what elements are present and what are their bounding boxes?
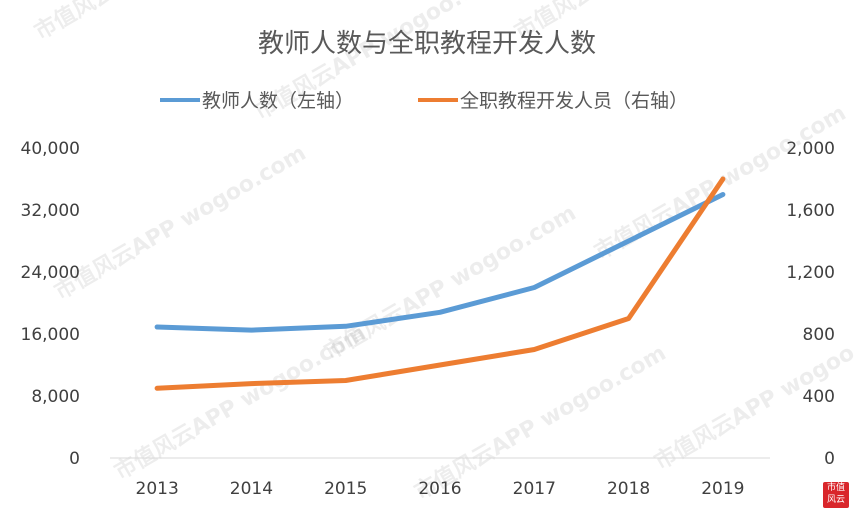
- series-line-developers: [154, 176, 726, 391]
- left-tick-label: 32,000: [21, 201, 80, 221]
- x-tick-label: 2014: [230, 479, 273, 499]
- left-tick-label: 0: [69, 449, 80, 469]
- brand-logo: 市值 风云: [823, 482, 849, 508]
- chart-title: 教师人数与全职教程开发人数: [258, 29, 596, 59]
- x-tick-label: 2018: [607, 479, 650, 499]
- right-tick-label: 1,200: [786, 263, 835, 283]
- right-tick-label: 400: [803, 387, 835, 407]
- plot-area: [154, 176, 726, 391]
- right-axis: 2,000 1,600 1,200 800 400 0: [786, 139, 835, 469]
- logo-line-2: 风云: [826, 495, 845, 505]
- legend-label-teachers: 教师人数（左轴）: [202, 90, 354, 112]
- x-tick-label: 2015: [324, 479, 367, 499]
- logo-line-1: 市值: [826, 483, 845, 493]
- x-axis: 2013 2014 2015 2016 2017 2018 2019: [136, 479, 745, 499]
- right-tick-label: 2,000: [786, 139, 835, 159]
- x-tick-label: 2013: [136, 479, 179, 499]
- left-tick-label: 40,000: [21, 139, 80, 159]
- right-tick-label: 0: [824, 449, 835, 469]
- x-tick-label: 2019: [701, 479, 744, 499]
- legend-label-developers: 全职教程开发人员（右轴）: [460, 90, 688, 112]
- x-tick-label: 2016: [418, 479, 461, 499]
- watermark-text: 市值风云APP wogoo.com: [110, 320, 371, 485]
- x-tick-label: 2017: [513, 479, 556, 499]
- right-tick-label: 1,600: [786, 201, 835, 221]
- legend: 教师人数（左轴） 全职教程开发人员（右轴）: [160, 90, 688, 112]
- right-tick-label: 800: [803, 325, 835, 345]
- left-tick-label: 16,000: [21, 325, 80, 345]
- left-tick-label: 24,000: [21, 263, 80, 283]
- left-axis: 40,000 32,000 24,000 16,000 8,000 0: [21, 139, 80, 469]
- watermark-text: 市值风云APP wogoo.com: [30, 0, 291, 45]
- left-tick-label: 8,000: [31, 387, 80, 407]
- watermark-text: 市值风云APP wogoo.com: [50, 140, 311, 305]
- series-line-teachers: [154, 192, 726, 333]
